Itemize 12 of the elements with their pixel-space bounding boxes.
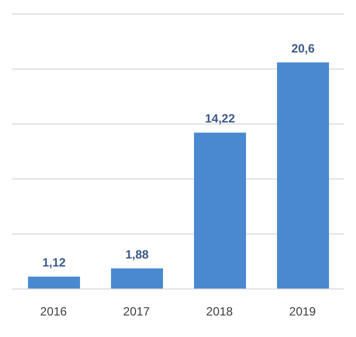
data-label: 20,6 (291, 41, 315, 56)
data-label: 14,22 (204, 112, 236, 126)
data-label: 1,12 (42, 256, 66, 270)
x-tick-label: 2016 (40, 304, 68, 319)
bar (111, 268, 163, 289)
x-tick-label: 2017 (123, 304, 150, 319)
bar (194, 132, 246, 289)
bar (28, 276, 80, 289)
data-label: 1,88 (125, 247, 149, 262)
x-tick-label: 2019 (289, 304, 316, 319)
bar (277, 62, 329, 289)
x-tick-label: 2018 (206, 304, 234, 319)
